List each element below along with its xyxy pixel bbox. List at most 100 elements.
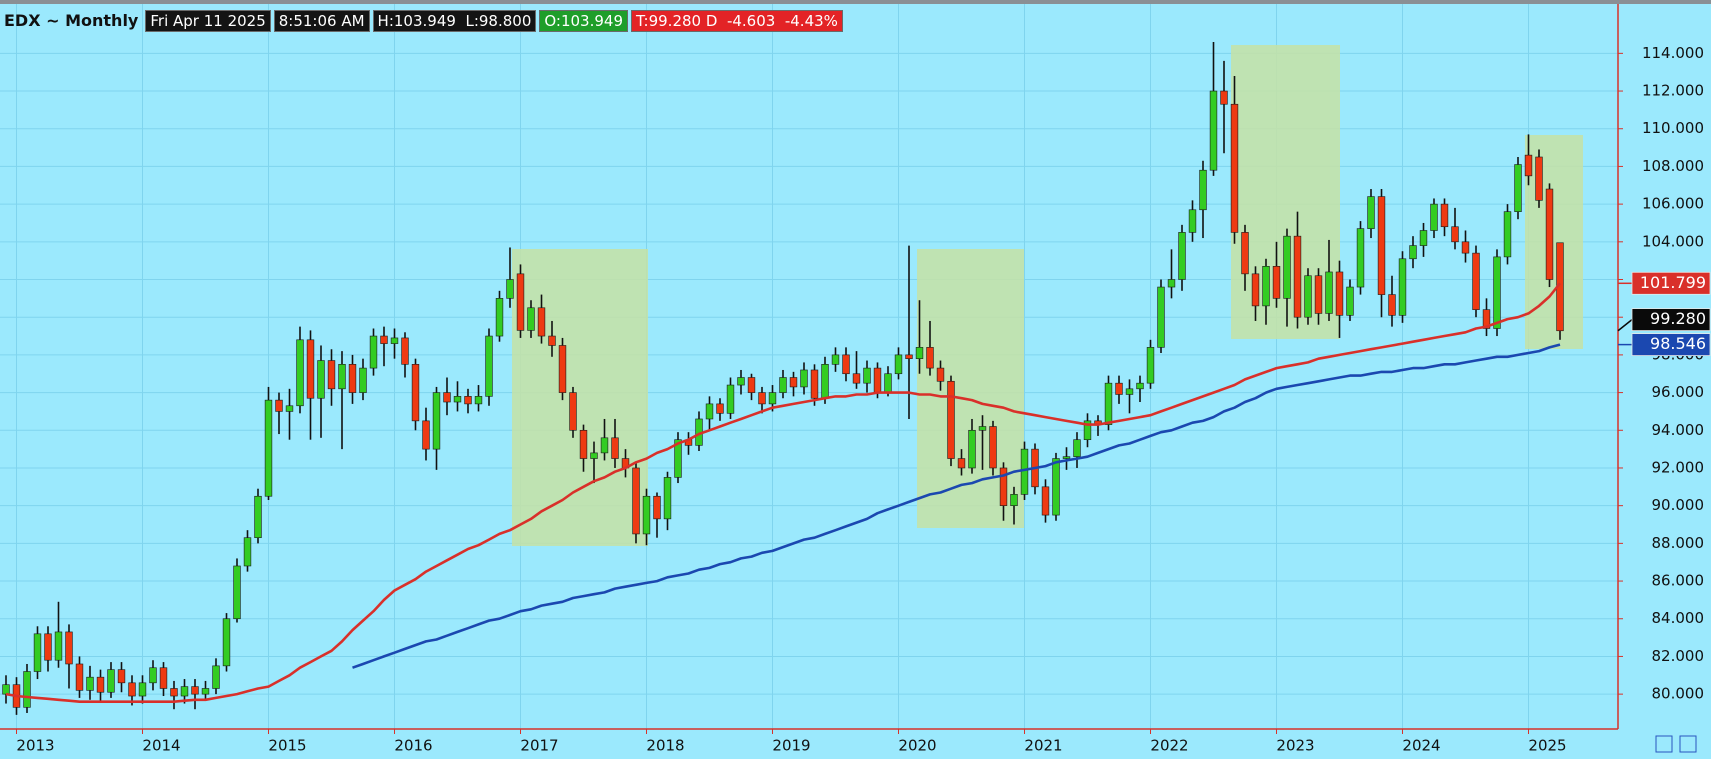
y-tick-label: 84.000 <box>1652 609 1705 627</box>
price-tag <box>1631 308 1711 332</box>
candle-body <box>831 354 840 365</box>
x-tick-label: 2015 <box>268 737 306 755</box>
candle-body <box>999 467 1008 506</box>
x-tick-label: 2022 <box>1150 737 1188 755</box>
x-tick-label: 2024 <box>1402 737 1440 755</box>
x-tick-label: 2018 <box>646 737 684 755</box>
candle-body <box>516 273 525 331</box>
candle-body <box>285 405 294 412</box>
candle-body <box>1524 154 1533 177</box>
candle-body <box>642 495 651 535</box>
candle-body <box>1115 382 1123 395</box>
candle-body <box>1419 230 1428 246</box>
candle-body <box>653 495 661 520</box>
candle-body <box>1010 494 1018 506</box>
x-tick-label: 2023 <box>1276 737 1314 755</box>
candle-body <box>800 369 808 388</box>
candle-body <box>1241 232 1249 275</box>
change-pct: -4.43% <box>784 12 838 30</box>
open: O:103.949 <box>539 10 629 32</box>
candle-body <box>1125 388 1134 395</box>
candle-body <box>747 377 756 393</box>
candle-body <box>54 631 63 661</box>
price-tag <box>1631 271 1711 295</box>
candle-body <box>548 335 556 346</box>
candle-body <box>926 347 934 369</box>
candle-body <box>495 298 504 337</box>
candle-body <box>464 396 472 405</box>
high: H:103.949 <box>377 12 456 30</box>
price-tag-label: 101.799 <box>1640 273 1706 292</box>
candle-body <box>128 682 136 697</box>
x-tick-label: 2025 <box>1528 737 1566 755</box>
candle-body <box>768 392 777 405</box>
candle-body <box>222 618 231 667</box>
candle-body <box>33 633 42 672</box>
candle-body <box>600 437 609 454</box>
x-tick-label: 2017 <box>520 737 558 755</box>
scroll-button[interactable] <box>1679 735 1697 753</box>
candle-body <box>852 373 861 384</box>
candle-body <box>1346 286 1354 316</box>
candle-body <box>1440 203 1449 228</box>
symbol: EDX ~ Monthly <box>4 11 139 30</box>
candle-body <box>159 667 168 689</box>
y-tick-label: 94.000 <box>1652 421 1705 439</box>
candle-body <box>453 396 462 403</box>
moving-average-line <box>352 343 1561 669</box>
candle-body <box>1104 382 1113 425</box>
candle-body <box>75 663 84 691</box>
candle-body <box>44 633 52 661</box>
price-tag <box>1631 333 1711 357</box>
top-border <box>0 0 1711 4</box>
candle-body <box>264 399 273 497</box>
candle-body <box>1262 266 1270 307</box>
candle-body <box>527 307 535 331</box>
candle-body <box>1136 382 1144 390</box>
candle-body <box>317 360 325 399</box>
candle-body <box>1041 486 1050 516</box>
candle-body <box>254 495 262 539</box>
candle-body <box>810 369 819 399</box>
candle-body <box>1493 256 1501 329</box>
candle-body <box>1073 439 1081 457</box>
candle-body <box>1514 164 1522 212</box>
candle-body <box>1314 275 1323 314</box>
candle-body <box>663 477 672 520</box>
candle-body <box>1230 103 1239 233</box>
tag-leader <box>1617 319 1633 332</box>
price-tag-label: 98.546 <box>1650 334 1706 353</box>
high-low: H:103.949 L:98.800 <box>372 10 537 32</box>
candle-body <box>779 377 787 393</box>
candle-body <box>947 380 955 459</box>
low: L:98.800 <box>465 12 532 30</box>
candle-body <box>1388 294 1396 316</box>
y-tick-label: 114.000 <box>1642 44 1704 62</box>
candle-body <box>275 399 283 412</box>
candle-body <box>422 420 430 450</box>
candle-body <box>23 671 31 708</box>
candle-body <box>936 367 945 382</box>
candle-body <box>968 429 976 469</box>
y-tick-label: 90.000 <box>1652 496 1705 514</box>
plot-marks <box>2 42 1564 715</box>
candle-body <box>611 437 619 459</box>
candle-body <box>716 403 724 414</box>
candle-body <box>443 392 451 403</box>
candle-body <box>201 688 210 695</box>
scroll-button[interactable] <box>1655 735 1673 753</box>
candle-body <box>632 467 640 535</box>
candle-body <box>1220 90 1228 105</box>
candle-body <box>327 360 336 390</box>
y-tick-label: 86.000 <box>1652 572 1705 590</box>
y-tick-label: 112.000 <box>1642 82 1704 100</box>
candle-body <box>1167 279 1176 288</box>
price-tag-label: 99.280 <box>1650 309 1706 328</box>
candle-body <box>579 429 588 459</box>
candle-body <box>96 676 105 693</box>
candle-body <box>1178 232 1186 280</box>
candle-body <box>863 367 871 384</box>
moving-average-line <box>5 282 1562 703</box>
